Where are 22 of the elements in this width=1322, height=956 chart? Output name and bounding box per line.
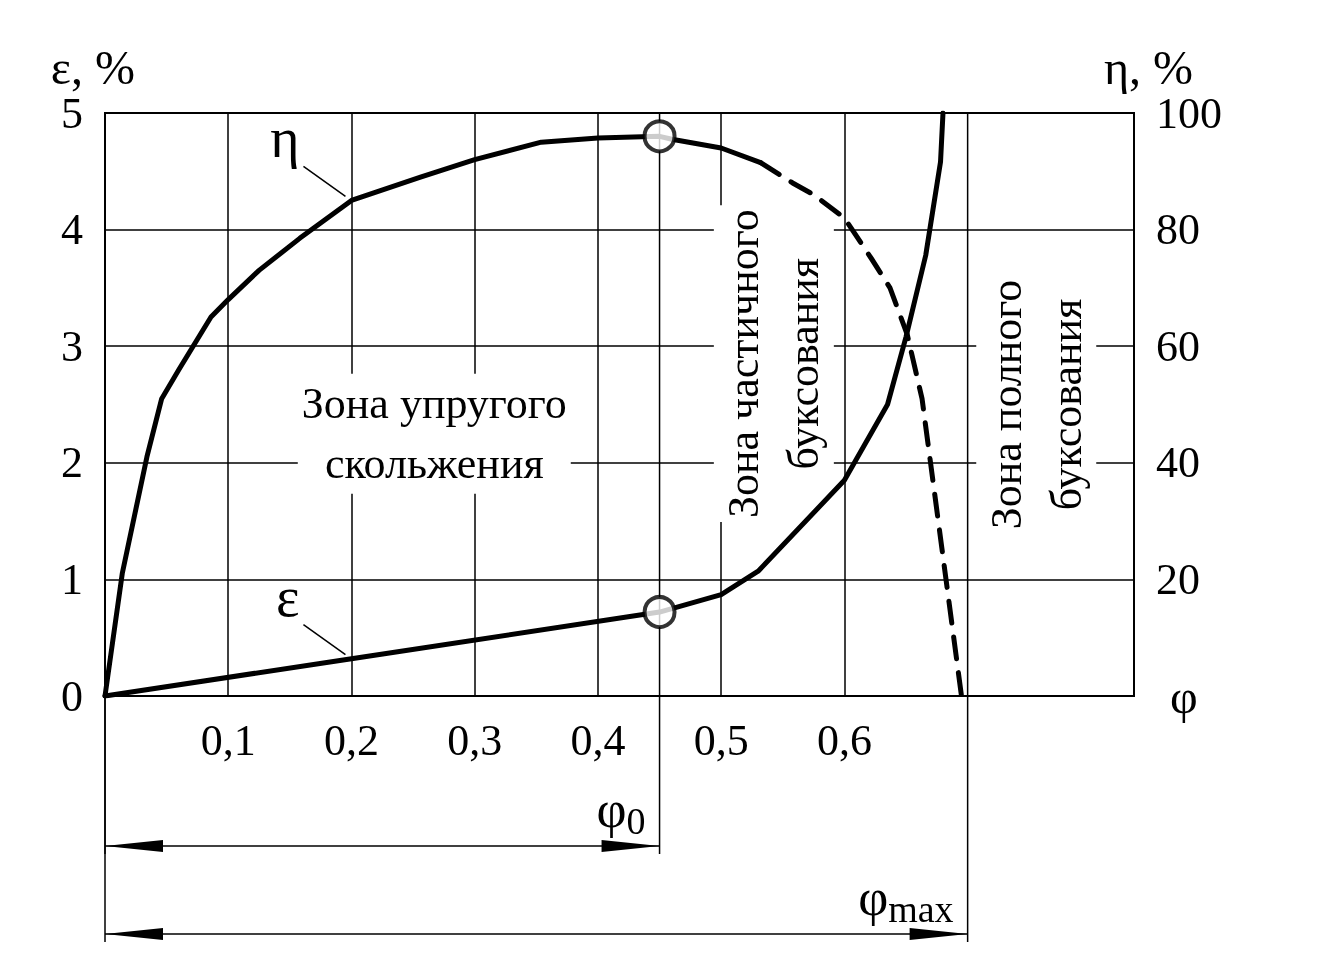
y-tick-label: 4 [61, 205, 83, 255]
annotation: Зона упругого скольжения [301, 379, 567, 489]
y-tick-label: 2 [61, 438, 83, 488]
y-tick-label: 0 [61, 671, 83, 721]
y-axis-title: ε, % [50, 40, 135, 94]
x-axis-title: φ [1170, 669, 1198, 723]
y2-tick-label: 20 [1156, 554, 1200, 604]
x-tick-label: 0,5 [693, 715, 749, 765]
y2-tick-label: 40 [1156, 438, 1200, 488]
annotation: Зона частичного буксования [719, 209, 829, 519]
x-tick-label: 0,1 [200, 715, 256, 765]
y2-tick-label: 60 [1156, 321, 1200, 371]
annotation: Зона полного буксования [981, 279, 1091, 530]
series-label: ε [275, 565, 300, 628]
x-tick-label: 0,6 [816, 715, 872, 765]
y-tick-label: 3 [61, 321, 83, 371]
y2-tick-label: 80 [1156, 205, 1200, 255]
y-tick-label: 1 [61, 554, 83, 604]
x-tick-label: 0,2 [323, 715, 379, 765]
x-tick-label: 0,4 [570, 715, 626, 765]
x-tick-label: 0,3 [447, 715, 503, 765]
series-label: η [270, 107, 300, 170]
